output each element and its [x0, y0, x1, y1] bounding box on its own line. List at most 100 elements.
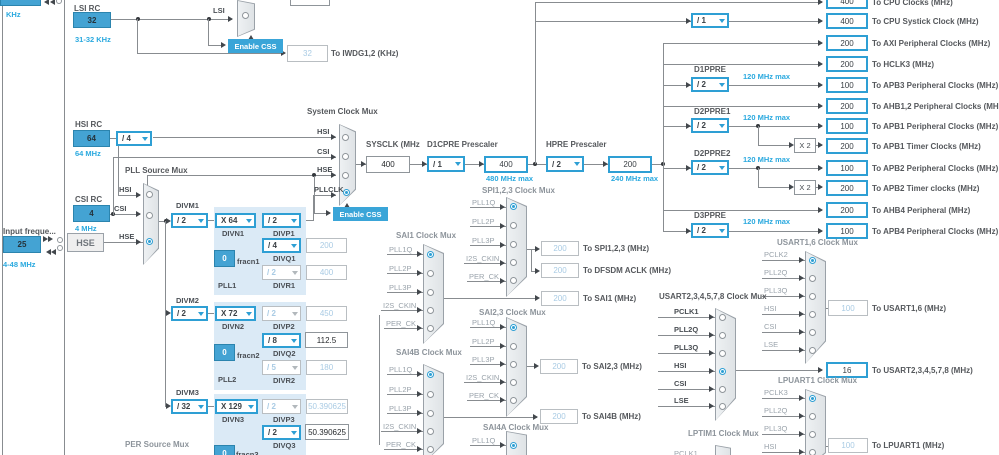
radio-option[interactable]	[719, 332, 726, 339]
radio-option[interactable]	[809, 311, 816, 318]
divn2-dropdown[interactable]: X 72	[215, 306, 256, 321]
radio-option[interactable]	[809, 449, 816, 455]
radio-option-selected[interactable]	[719, 368, 726, 375]
sai4b-input-pll3p: PLL3P	[389, 404, 412, 413]
radio-option[interactable]	[146, 212, 153, 219]
hclk3-label: To HCLK3 (MHz)	[872, 60, 935, 69]
radio-option[interactable]	[427, 270, 434, 277]
hpre-output-box[interactable]: 200	[608, 156, 652, 173]
radio-option[interactable]	[427, 446, 434, 453]
fracn2-box[interactable]: 0	[214, 344, 235, 361]
lse-input-freq-box[interactable]	[0, 0, 41, 6]
hpre-dropdown[interactable]: / 2	[546, 156, 584, 172]
radio-option[interactable]	[427, 325, 434, 332]
d3ppre-dropdown[interactable]: / 2	[691, 223, 729, 238]
radio-option[interactable]	[809, 413, 816, 420]
radio-option[interactable]	[242, 12, 249, 19]
divn3-dropdown[interactable]: X 129	[215, 399, 258, 414]
apb1-timer-box[interactable]: 200	[826, 138, 868, 154]
divq2-output-box[interactable]: 112.5	[305, 332, 348, 348]
d1cpre-dropdown[interactable]: / 1	[427, 156, 465, 172]
systick-dropdown[interactable]: / 1	[691, 13, 729, 28]
divp1-dropdown[interactable]: / 2	[262, 213, 301, 228]
radio-option[interactable]	[427, 428, 434, 435]
hsi-rc-value-box[interactable]: 64	[73, 130, 110, 147]
ahb12-box[interactable]: 200	[826, 98, 868, 114]
radio-option[interactable]	[809, 329, 816, 336]
radio-option[interactable]	[510, 397, 517, 404]
radio-option-selected[interactable]	[510, 324, 517, 331]
wire	[825, 308, 828, 309]
radio-option[interactable]	[427, 307, 434, 314]
radio-option[interactable]	[809, 293, 816, 300]
radio-option[interactable]	[510, 361, 517, 368]
csi-rc-value-box[interactable]: 4	[73, 205, 110, 222]
radio-option-selected[interactable]	[510, 203, 517, 210]
systick-box[interactable]: 400	[826, 13, 868, 29]
axi-box[interactable]: 200	[826, 35, 868, 51]
d2ppre1-dropdown[interactable]: / 2	[691, 118, 729, 133]
radio-option[interactable]	[342, 134, 349, 141]
radio-option-selected[interactable]	[809, 395, 816, 402]
hclk3-box[interactable]: 200	[826, 56, 868, 72]
divm2-dropdown[interactable]: / 2	[171, 306, 208, 321]
d1cpre-output-box[interactable]: 400	[484, 156, 528, 173]
apb3-box[interactable]: 100	[826, 77, 868, 93]
radio-option[interactable]	[510, 259, 517, 266]
radio-option[interactable]	[146, 191, 153, 198]
lsi-enable-css-button[interactable]: Enable CSS	[228, 39, 283, 53]
cpu-clock-box[interactable]: 400	[826, 0, 868, 9]
apb1-box[interactable]: 100	[826, 118, 868, 134]
divq1-dropdown[interactable]: / 4	[262, 238, 301, 253]
apb4-box[interactable]: 100	[826, 223, 868, 239]
arrow-up-icon	[248, 32, 254, 40]
apb2-box[interactable]: 100	[826, 160, 868, 176]
hse-input-freq-box[interactable]: 25	[3, 236, 41, 253]
wire	[64, 0, 65, 455]
sai1-output-label: To SAI1 (MHz)	[583, 294, 637, 303]
fracn3-box[interactable]: 0	[214, 445, 235, 455]
radio-option[interactable]	[809, 431, 816, 438]
radio-option[interactable]	[510, 343, 517, 350]
d1cpre-value: / 1	[433, 159, 442, 169]
radio-option[interactable]	[510, 379, 517, 386]
radio-option[interactable]	[427, 410, 434, 417]
d3ppre-value: / 2	[697, 226, 706, 235]
radio-option-selected[interactable]	[343, 189, 350, 196]
divm3-dropdown[interactable]: / 32	[171, 399, 208, 414]
radio-option-selected[interactable]	[427, 251, 434, 258]
divm1-dropdown[interactable]: / 2	[171, 213, 208, 228]
divq3-dropdown[interactable]: / 2	[262, 425, 301, 440]
radio-option[interactable]	[510, 241, 517, 248]
radio-option-selected[interactable]	[809, 257, 816, 264]
radio-option[interactable]	[719, 403, 726, 410]
radio-option-selected[interactable]	[510, 442, 517, 449]
radio-option[interactable]	[510, 222, 517, 229]
d2ppre2-dropdown[interactable]: / 2	[691, 160, 729, 175]
radio-option[interactable]	[427, 391, 434, 398]
radio-option[interactable]	[719, 350, 726, 357]
sys-enable-css-button[interactable]: Enable CSS	[333, 207, 388, 221]
radio-option[interactable]	[342, 153, 349, 160]
hsi-divider-dropdown[interactable]: / 4	[116, 131, 152, 146]
radio-option[interactable]	[719, 314, 726, 321]
radio-option[interactable]	[427, 289, 434, 296]
radio-option[interactable]	[809, 347, 816, 354]
divn1-dropdown[interactable]: X 64	[215, 213, 256, 228]
lsi-rc-value-box[interactable]: 32	[73, 12, 111, 28]
ahb4-box[interactable]: 200	[826, 202, 868, 218]
radio-option[interactable]	[510, 277, 517, 284]
divq3-output-box[interactable]: 50.390625	[305, 424, 349, 440]
radio-option-selected[interactable]	[427, 371, 434, 378]
divq2-dropdown[interactable]: / 8	[262, 333, 301, 348]
apb2-timer-box[interactable]: 200	[826, 180, 868, 196]
radio-option[interactable]	[719, 386, 726, 393]
radio-option[interactable]	[809, 275, 816, 282]
d1ppre-dropdown[interactable]: / 2	[691, 77, 729, 92]
usart2-output-box[interactable]: 16	[826, 362, 868, 378]
fracn1-box[interactable]: 0	[214, 250, 235, 267]
wire	[663, 126, 691, 127]
sysclk-value-box[interactable]: 400	[366, 156, 410, 173]
radio-option-selected[interactable]	[146, 238, 153, 245]
radio-option[interactable]	[342, 172, 349, 179]
